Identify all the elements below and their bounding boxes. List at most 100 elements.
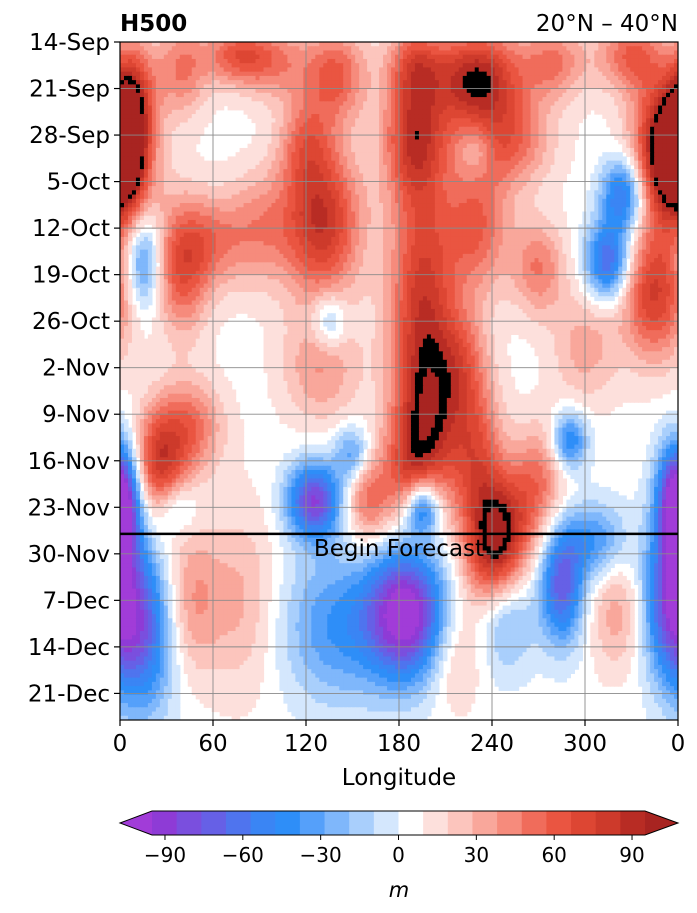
heatmap-cell (152, 67, 157, 72)
heatmap-cell (335, 89, 340, 94)
heatmap-cell (662, 67, 667, 72)
heatmap-cell (311, 50, 316, 55)
heatmap-cell (351, 63, 356, 68)
heatmap-cell (140, 50, 145, 55)
heatmap-cell (295, 50, 300, 55)
heatmap-cell (634, 76, 639, 81)
heatmap-cell (216, 67, 221, 72)
heatmap-cell (554, 42, 559, 47)
heatmap-cell (228, 59, 233, 64)
heatmap-cell (260, 50, 265, 55)
heatmap-cell (204, 59, 209, 64)
heatmap-cell (164, 97, 169, 102)
heatmap-cell (144, 80, 149, 85)
heatmap-cell (614, 63, 619, 68)
heatmap-cell (359, 72, 364, 77)
heatmap-cell (467, 93, 472, 98)
heatmap-cell (311, 80, 316, 85)
heatmap-cell (263, 93, 268, 98)
heatmap-cell (120, 55, 125, 60)
heatmap-cell (594, 55, 599, 60)
heatmap-cell (168, 97, 173, 102)
heatmap-cell (427, 80, 432, 85)
heatmap-cell (503, 93, 508, 98)
heatmap-cell (252, 50, 257, 55)
heatmap-cell (487, 59, 492, 64)
heatmap-cell (315, 76, 320, 81)
heatmap-cell (279, 93, 284, 98)
heatmap-cell (232, 76, 237, 81)
heatmap-cell (483, 72, 488, 77)
heatmap-cell (487, 89, 492, 94)
heatmap-cell (642, 72, 647, 77)
heatmap-cell (650, 89, 655, 94)
heatmap-cell (574, 67, 579, 72)
heatmap-cell (570, 46, 575, 51)
heatmap-cell (224, 42, 229, 47)
heatmap-cell (224, 93, 229, 98)
heatmap-cell (570, 72, 575, 77)
heatmap-cell (180, 93, 185, 98)
heatmap-cell (220, 59, 225, 64)
heatmap-cell (598, 63, 603, 68)
heatmap-cell (451, 80, 456, 85)
heatmap-cell (550, 55, 555, 60)
heatmap-cell (586, 89, 591, 94)
heatmap-cell (590, 89, 595, 94)
heatmap-cell (283, 80, 288, 85)
heatmap-cell (236, 42, 241, 47)
heatmap-cell (634, 63, 639, 68)
heatmap-cell (586, 55, 591, 60)
heatmap-cell (399, 72, 404, 77)
heatmap-cell (614, 55, 619, 60)
heatmap-cell (307, 67, 312, 72)
heatmap-cell (335, 59, 340, 64)
heatmap-cell (487, 80, 492, 85)
heatmap-cell (204, 67, 209, 72)
heatmap-cell (331, 89, 336, 94)
heatmap-cell (232, 59, 237, 64)
heatmap-cell (463, 42, 468, 47)
heatmap-cell (435, 63, 440, 68)
heatmap-cell (172, 42, 177, 47)
heatmap-cell (511, 80, 516, 85)
heatmap-cell (638, 93, 643, 98)
heatmap-cell (283, 93, 288, 98)
heatmap-cell (610, 67, 615, 72)
heatmap-cell (180, 72, 185, 77)
heatmap-cell (275, 67, 280, 72)
heatmap-cell (192, 50, 197, 55)
heatmap-cell (212, 42, 217, 47)
heatmap-cell (363, 80, 368, 85)
heatmap-cell (423, 67, 428, 72)
hovmoller-chart: H500 20°N – 40°N Begin Forecast 0 60 120 18… (0, 0, 697, 913)
heatmap-cell (120, 59, 125, 64)
heatmap-cell (415, 42, 420, 47)
heatmap-cell (499, 55, 504, 60)
heatmap-cell (367, 67, 372, 72)
heatmap-cell (618, 42, 623, 47)
heatmap-cell (252, 59, 257, 64)
heatmap-cell (562, 76, 567, 81)
heatmap-cell (160, 55, 165, 60)
heatmap-cell (463, 55, 468, 60)
heatmap-cell (339, 46, 344, 51)
heatmap-cell (260, 80, 265, 85)
heatmap-cell (291, 42, 296, 47)
heatmap-cell (535, 76, 540, 81)
heatmap-cell (423, 42, 428, 47)
heatmap-cell (594, 80, 599, 85)
heatmap-cell (311, 93, 316, 98)
heatmap-cell (550, 76, 555, 81)
heatmap-cell (407, 76, 412, 81)
heatmap-cell (451, 59, 456, 64)
heatmap-cell (196, 93, 201, 98)
heatmap-cell (188, 93, 193, 98)
heatmap-cell (487, 67, 492, 72)
heatmap-cell (387, 72, 392, 77)
heatmap-cell (467, 76, 472, 81)
heatmap-cell (212, 50, 217, 55)
heatmap-cell (375, 72, 380, 77)
heatmap-cell (407, 42, 412, 47)
heatmap-cell (531, 59, 536, 64)
